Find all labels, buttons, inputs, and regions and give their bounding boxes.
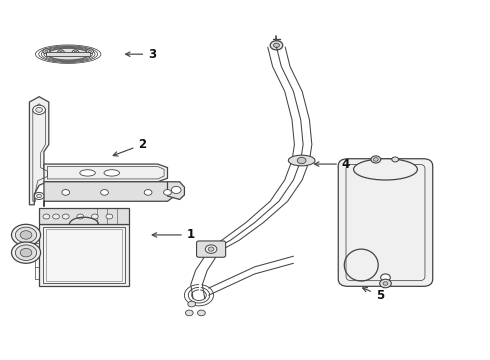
Circle shape — [45, 50, 48, 53]
Circle shape — [77, 214, 84, 219]
Circle shape — [270, 41, 283, 50]
Circle shape — [373, 158, 378, 161]
Circle shape — [20, 231, 32, 239]
Circle shape — [188, 301, 196, 307]
Text: 2: 2 — [113, 138, 147, 156]
Circle shape — [11, 224, 41, 246]
FancyBboxPatch shape — [196, 241, 225, 257]
Circle shape — [37, 194, 42, 198]
Circle shape — [87, 49, 94, 54]
Ellipse shape — [354, 159, 417, 180]
Circle shape — [89, 50, 92, 53]
Circle shape — [43, 49, 50, 54]
Circle shape — [172, 186, 181, 193]
Polygon shape — [44, 182, 175, 207]
FancyBboxPatch shape — [43, 227, 125, 283]
Polygon shape — [44, 164, 168, 182]
Circle shape — [144, 190, 152, 195]
Ellipse shape — [344, 249, 378, 281]
Ellipse shape — [48, 49, 89, 60]
Text: 4: 4 — [315, 158, 350, 171]
Circle shape — [74, 51, 77, 54]
Circle shape — [381, 274, 391, 281]
Circle shape — [62, 190, 70, 195]
Circle shape — [11, 242, 41, 263]
Circle shape — [34, 192, 44, 199]
Polygon shape — [29, 97, 51, 205]
Circle shape — [106, 214, 113, 219]
Circle shape — [371, 156, 381, 163]
FancyBboxPatch shape — [39, 224, 129, 286]
Circle shape — [33, 105, 46, 114]
FancyBboxPatch shape — [338, 159, 433, 286]
FancyBboxPatch shape — [39, 208, 129, 224]
Circle shape — [383, 282, 388, 285]
Circle shape — [92, 214, 98, 219]
Circle shape — [197, 310, 205, 316]
Circle shape — [100, 190, 108, 195]
Circle shape — [53, 214, 59, 219]
Circle shape — [72, 50, 79, 55]
Circle shape — [164, 190, 171, 195]
Circle shape — [36, 107, 43, 112]
FancyBboxPatch shape — [47, 52, 90, 56]
Ellipse shape — [288, 155, 315, 166]
Circle shape — [59, 51, 62, 54]
Circle shape — [297, 157, 306, 164]
Circle shape — [57, 50, 64, 55]
Text: 5: 5 — [363, 288, 384, 302]
Circle shape — [392, 157, 398, 162]
Polygon shape — [168, 182, 184, 199]
Text: 3: 3 — [125, 48, 156, 61]
Ellipse shape — [80, 170, 96, 176]
Ellipse shape — [104, 170, 120, 176]
Circle shape — [205, 245, 217, 253]
Circle shape — [15, 227, 37, 243]
Circle shape — [273, 43, 279, 48]
Circle shape — [185, 310, 193, 316]
Circle shape — [208, 247, 214, 251]
Circle shape — [20, 248, 32, 257]
Circle shape — [62, 214, 69, 219]
Text: 1: 1 — [152, 229, 195, 242]
Circle shape — [43, 214, 50, 219]
Circle shape — [380, 279, 392, 288]
Circle shape — [15, 245, 37, 260]
